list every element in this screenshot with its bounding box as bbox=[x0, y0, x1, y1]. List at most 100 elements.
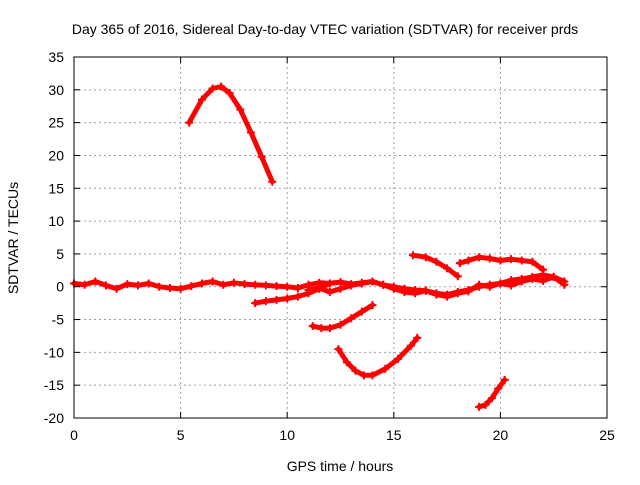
data-point bbox=[112, 284, 121, 293]
data-point bbox=[246, 128, 255, 137]
data-point bbox=[517, 277, 526, 286]
data-point bbox=[368, 301, 377, 310]
data-point bbox=[347, 281, 356, 290]
data-point bbox=[443, 292, 452, 301]
data-point bbox=[432, 290, 441, 299]
data-point bbox=[208, 84, 217, 93]
series-line-trend-d bbox=[410, 252, 461, 279]
y-tick-label: 30 bbox=[48, 82, 64, 98]
y-tick-label: 10 bbox=[48, 213, 64, 229]
data-point bbox=[165, 284, 174, 293]
series-line-trend-e bbox=[457, 254, 546, 273]
y-tick-label: -15 bbox=[44, 377, 64, 393]
series-line-trend-c bbox=[335, 335, 420, 378]
data-point bbox=[268, 177, 277, 186]
data-point bbox=[251, 299, 260, 308]
data-point bbox=[475, 280, 484, 289]
data-point bbox=[475, 253, 484, 262]
data-point bbox=[217, 82, 226, 91]
plot-frame bbox=[73, 56, 608, 419]
data-point bbox=[368, 371, 377, 380]
data-point bbox=[453, 289, 462, 298]
data-point bbox=[308, 322, 317, 331]
data-point bbox=[432, 257, 441, 266]
data-point bbox=[443, 264, 452, 273]
data-point bbox=[91, 277, 100, 286]
x-tick-label: 15 bbox=[386, 427, 402, 443]
data-point bbox=[496, 279, 505, 288]
data-point bbox=[494, 384, 503, 393]
data-point bbox=[453, 272, 462, 281]
data-point bbox=[133, 281, 142, 290]
y-tick-label: -10 bbox=[44, 344, 64, 360]
data-point bbox=[413, 333, 422, 342]
data-point bbox=[208, 277, 217, 286]
data-point bbox=[487, 394, 496, 403]
x-tick-label: 5 bbox=[177, 427, 185, 443]
data-point bbox=[101, 281, 110, 290]
y-tick-label: 35 bbox=[48, 49, 64, 65]
data-point bbox=[325, 324, 334, 333]
data-point bbox=[406, 341, 415, 350]
data-point bbox=[293, 284, 302, 293]
data-point bbox=[293, 292, 302, 301]
data-point bbox=[317, 324, 326, 333]
data-point bbox=[351, 366, 360, 375]
data-point bbox=[187, 282, 196, 291]
data-point bbox=[304, 289, 313, 298]
y-tick-label: 25 bbox=[48, 115, 64, 131]
data-point bbox=[80, 280, 89, 289]
data-point bbox=[272, 295, 281, 304]
data-point bbox=[283, 294, 292, 303]
data-point bbox=[261, 281, 270, 290]
data-point bbox=[389, 284, 398, 293]
data-point bbox=[421, 253, 430, 262]
chart-title: Day 365 of 2016, Sidereal Day-to-day VTE… bbox=[72, 21, 578, 37]
data-point bbox=[539, 276, 548, 285]
data-point bbox=[325, 287, 334, 296]
data-point bbox=[408, 251, 417, 260]
data-point bbox=[185, 118, 194, 127]
data-point bbox=[379, 280, 388, 289]
data-point bbox=[381, 364, 390, 373]
data-point bbox=[464, 256, 473, 265]
y-tick-label: 5 bbox=[56, 246, 64, 262]
data-point bbox=[240, 280, 249, 289]
data-point bbox=[229, 278, 238, 287]
x-axis-label: GPS time / hours bbox=[287, 458, 394, 474]
data-point bbox=[257, 152, 266, 161]
data-point bbox=[357, 279, 366, 288]
data-point bbox=[197, 279, 206, 288]
data-point bbox=[336, 320, 345, 329]
y-tick-label: -20 bbox=[44, 410, 64, 426]
data-point bbox=[251, 280, 260, 289]
data-point bbox=[528, 274, 537, 283]
y-tick-label: 15 bbox=[48, 180, 64, 196]
data-point bbox=[347, 314, 356, 323]
data-point bbox=[155, 282, 164, 291]
data-point bbox=[197, 95, 206, 104]
data-point bbox=[144, 279, 153, 288]
data-point bbox=[411, 289, 420, 298]
data-point bbox=[539, 265, 548, 274]
x-tick-label: 20 bbox=[493, 427, 509, 443]
data-point bbox=[334, 345, 343, 354]
data-series bbox=[70, 82, 569, 411]
data-point bbox=[342, 358, 351, 367]
data-point bbox=[560, 277, 569, 286]
data-point bbox=[272, 282, 281, 291]
x-tick-label: 25 bbox=[599, 427, 615, 443]
data-point bbox=[315, 284, 324, 293]
data-point bbox=[219, 280, 228, 289]
data-point bbox=[549, 272, 558, 281]
data-point bbox=[517, 256, 526, 265]
data-point bbox=[325, 279, 334, 288]
data-point bbox=[496, 256, 505, 265]
data-point bbox=[176, 284, 185, 293]
data-point bbox=[421, 286, 430, 295]
data-point bbox=[261, 297, 270, 306]
data-point bbox=[500, 375, 509, 384]
data-point bbox=[225, 89, 234, 98]
